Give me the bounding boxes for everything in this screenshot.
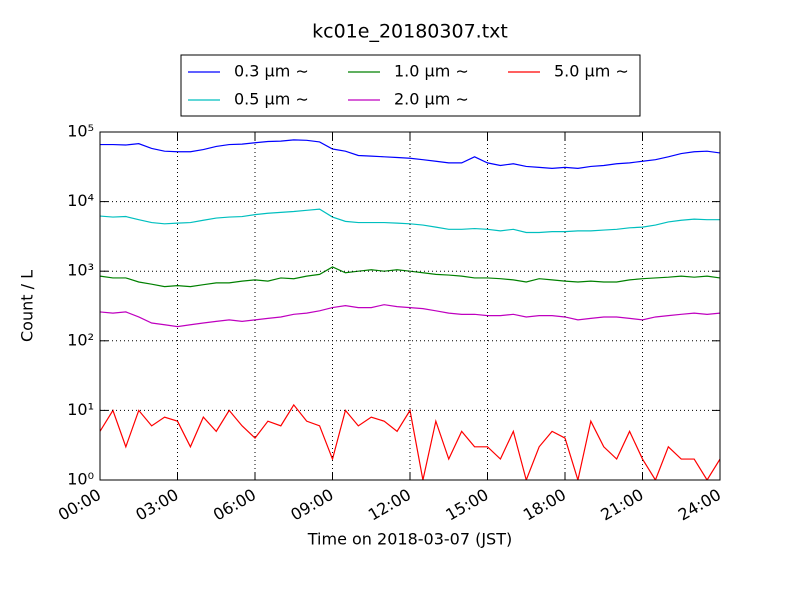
legend-label: 0.5 μm ∼ bbox=[234, 90, 309, 109]
x-tick-label: 06:00 bbox=[210, 485, 259, 525]
data-line bbox=[100, 304, 720, 328]
y-tick-label: 10⁰ bbox=[67, 470, 94, 489]
legend-label: 2.0 μm ∼ bbox=[394, 90, 469, 109]
x-tick-label: 24:00 bbox=[675, 485, 724, 525]
y-tick-label: 10² bbox=[67, 330, 94, 349]
plot-area bbox=[100, 139, 720, 480]
data-line bbox=[100, 139, 720, 169]
chart-title: kc01e_20180307.txt bbox=[312, 21, 508, 43]
y-tick-label: 10³ bbox=[67, 261, 94, 280]
legend-label: 0.3 μm ∼ bbox=[234, 62, 309, 81]
y-axis-label: Count / L bbox=[18, 270, 37, 342]
x-tick-label: 12:00 bbox=[365, 485, 414, 525]
x-axis-label: Time on 2018-03-07 (JST) bbox=[307, 530, 512, 549]
x-tick-label: 15:00 bbox=[442, 485, 491, 525]
x-tick-label: 21:00 bbox=[597, 485, 646, 525]
legend-box bbox=[180, 54, 641, 117]
y-tick-label: 10⁴ bbox=[67, 191, 94, 210]
x-tick-label: 00:00 bbox=[55, 485, 104, 525]
data-line bbox=[100, 403, 720, 480]
y-tick-label: 10¹ bbox=[67, 400, 94, 419]
y-tick-label: 10⁵ bbox=[67, 122, 94, 141]
x-tick-label: 18:00 bbox=[520, 485, 569, 525]
x-tick-label: 03:00 bbox=[132, 485, 181, 525]
data-line bbox=[100, 208, 720, 234]
legend-label: 1.0 μm ∼ bbox=[394, 62, 469, 81]
x-tick-label: 09:00 bbox=[287, 485, 336, 525]
legend-label: 5.0 μm ∼ bbox=[554, 62, 629, 81]
data-line bbox=[100, 266, 720, 288]
